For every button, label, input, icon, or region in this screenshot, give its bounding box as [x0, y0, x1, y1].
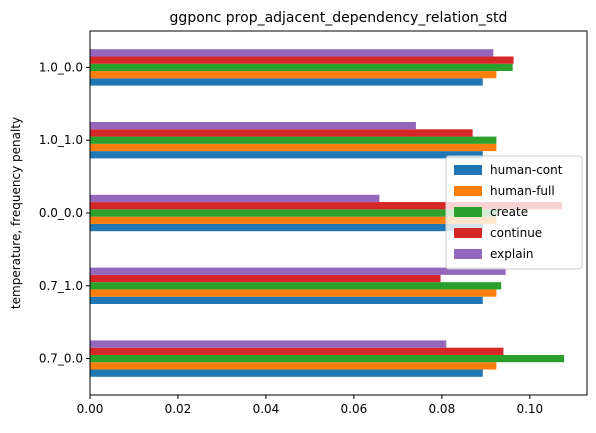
bar-explain-1.0_0.0: [90, 49, 494, 57]
legend-swatch-explain: [454, 249, 482, 259]
x-axis: 0.00 0.02 0.04 0.06 0.08 0.10: [77, 395, 543, 416]
x-tick-label: 0.06: [341, 402, 368, 416]
x-tick-label: 0.02: [165, 402, 192, 416]
x-tick-label: 0.00: [77, 402, 104, 416]
bar-human-cont-0.7_0.0: [90, 369, 483, 377]
bar-explain-1.0_1.0: [90, 122, 416, 130]
bar-human-full-1.0_1.0: [90, 143, 497, 152]
bar-create-0.7_0.0: [90, 354, 565, 363]
bar-human-cont-1.0_0.0: [90, 78, 483, 86]
bar-explain-0.0_0.0: [90, 194, 380, 203]
bar-human-full-0.7_1.0: [90, 289, 497, 297]
legend-label-create: create: [490, 205, 528, 219]
bar-continue-0.7_1.0: [90, 274, 441, 283]
bar-human-full-0.7_0.0: [90, 362, 497, 370]
y-tick-label: 0.0_0.0: [39, 206, 83, 220]
legend-label-human-cont: human-cont: [490, 163, 563, 177]
y-tick-label: 0.7_0.0: [39, 352, 83, 366]
legend-label-continue: continue: [490, 226, 542, 240]
y-tick-label: 0.7_1.0: [39, 279, 83, 293]
bar-create-0.7_1.0: [90, 282, 502, 290]
legend-label-explain: explain: [490, 247, 534, 261]
bar-create-1.0_1.0: [90, 136, 497, 144]
legend-swatch-human-cont: [454, 165, 482, 175]
legend-label-human-full: human-full: [490, 184, 555, 198]
legend-swatch-continue: [454, 228, 482, 238]
bar-continue-0.0_0.0: [90, 202, 562, 210]
bar-human-cont-0.7_1.0: [90, 296, 483, 304]
legend-swatch-create: [454, 207, 482, 217]
bars-group: [90, 49, 565, 377]
bar-create-1.0_0.0: [90, 63, 513, 72]
bar-human-full-1.0_0.0: [90, 71, 497, 79]
y-tick-label: 1.0_0.0: [39, 60, 83, 74]
legend-box: [445, 155, 583, 270]
legend: human-cont human-full create continue explai…: [445, 155, 583, 270]
chart-title: ggponc prop_adjacent_dependency_relation…: [170, 10, 508, 26]
bar-continue-1.0_1.0: [90, 129, 473, 137]
y-axis-label: temperature, frequency penalty: [9, 117, 23, 309]
y-tick-label: 1.0_1.0: [39, 133, 83, 147]
bar-human-cont-1.0_1.0: [90, 151, 483, 159]
bar-continue-1.0_0.0: [90, 56, 514, 64]
x-tick-label: 0.04: [253, 402, 280, 416]
bar-create-0.0_0.0: [90, 209, 497, 217]
bar-human-cont-0.0_0.0: [90, 223, 483, 232]
x-tick-label: 0.08: [428, 402, 455, 416]
bar-continue-0.7_0.0: [90, 347, 504, 355]
x-tick-label: 0.10: [516, 402, 543, 416]
bar-human-full-0.0_0.0: [90, 216, 497, 224]
legend-swatch-human-full: [454, 186, 482, 196]
bar-explain-0.7_0.0: [90, 340, 447, 348]
bar-explain-0.7_1.0: [90, 267, 506, 275]
y-axis: 0.7_0.0 0.7_1.0 0.0_0.0 1.0_1.0 1.0_0.0: [39, 60, 90, 366]
